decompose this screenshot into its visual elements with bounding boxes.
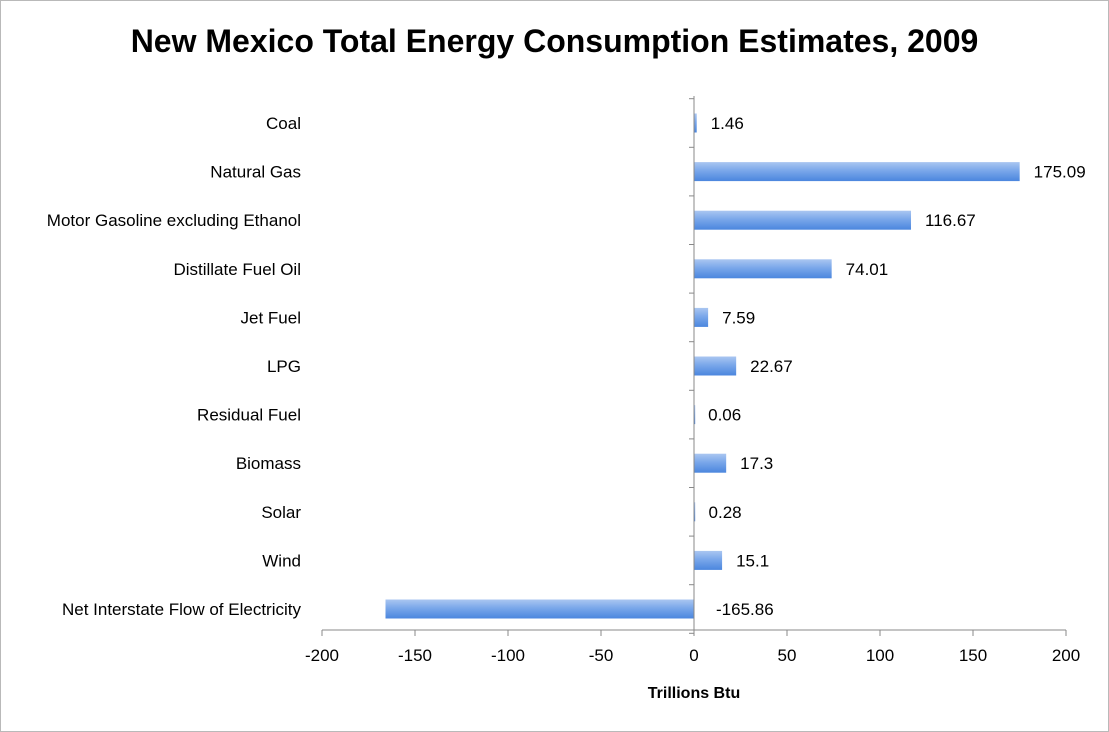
category-label: Coal	[266, 114, 301, 133]
x-axis-title: Trillions Btu	[648, 685, 740, 702]
category-label: Residual Fuel	[197, 406, 301, 425]
x-tick-label: 0	[689, 646, 698, 665]
data-label: 1.46	[711, 114, 744, 133]
x-tick-label: 200	[1052, 646, 1080, 665]
data-label: 74.01	[846, 260, 889, 279]
data-label: 0.06	[708, 406, 741, 425]
category-label: Wind	[262, 551, 301, 570]
bar	[694, 259, 832, 279]
category-label: Natural Gas	[210, 163, 301, 182]
data-label: 7.59	[722, 308, 755, 327]
chart-title: New Mexico Total Energy Consumption Esti…	[130, 23, 979, 59]
bar	[694, 405, 696, 425]
category-label: LPG	[267, 357, 301, 376]
bar	[694, 502, 696, 522]
bars-layer	[385, 113, 1020, 619]
category-label: Motor Gasoline excluding Ethanol	[47, 211, 301, 230]
category-label: Net Interstate Flow of Electricity	[62, 600, 302, 619]
x-tick-label: -100	[491, 646, 525, 665]
data-label: 22.67	[750, 357, 793, 376]
data-label: 15.1	[736, 551, 769, 570]
category-label: Distillate Fuel Oil	[173, 260, 301, 279]
x-tick-label: 50	[778, 646, 797, 665]
bar	[694, 162, 1020, 182]
x-tick-label: 150	[959, 646, 987, 665]
axes-layer	[321, 96, 1067, 636]
data-label: -165.86	[716, 600, 774, 619]
x-tick-label: -50	[589, 646, 614, 665]
bar	[694, 550, 723, 570]
x-tick-label: -150	[398, 646, 432, 665]
bar	[694, 113, 697, 133]
category-label: Biomass	[236, 454, 301, 473]
bar	[694, 307, 709, 327]
data-label: 175.09	[1034, 163, 1086, 182]
x-tick-label: -200	[305, 646, 339, 665]
x-tick-label: 100	[866, 646, 894, 665]
labels-layer: -200 -150 -100 -50 0 50 100 150 200 Coal 1.46 Natur…	[47, 114, 1086, 665]
category-label: Solar	[261, 503, 301, 522]
data-label: 17.3	[740, 454, 773, 473]
data-label: 116.67	[925, 211, 976, 230]
category-label: Jet Fuel	[241, 308, 301, 327]
bar	[694, 356, 737, 376]
bar	[694, 210, 912, 230]
data-label: 0.28	[709, 503, 742, 522]
bar	[385, 599, 694, 619]
bar	[694, 453, 727, 473]
